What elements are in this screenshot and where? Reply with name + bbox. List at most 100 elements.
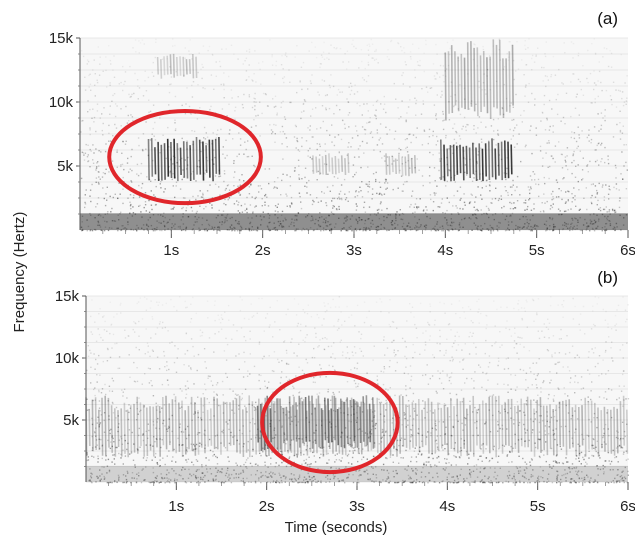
noise-speck	[329, 230, 331, 232]
noise-speck	[93, 59, 95, 61]
noise-speck	[283, 81, 285, 84]
noise-speck	[136, 478, 138, 480]
call-streak	[176, 56, 179, 77]
noise-speck	[210, 74, 213, 76]
noise-speck	[184, 57, 186, 59]
noise-speck	[491, 345, 493, 347]
noise-speck	[481, 187, 483, 189]
noise-speck	[325, 481, 327, 483]
noise-speck	[353, 156, 356, 158]
noise-speck	[339, 190, 342, 193]
noise-speck	[109, 113, 111, 115]
noise-speck	[249, 462, 252, 465]
noise-speck	[446, 443, 448, 445]
noise-speck	[421, 453, 423, 455]
noise-speck	[314, 46, 316, 48]
noise-speck	[590, 197, 592, 199]
noise-speck	[136, 473, 138, 475]
noise-speck	[460, 389, 463, 391]
noise-speck	[375, 171, 377, 174]
noise-speck	[439, 64, 442, 67]
noise-speck	[86, 409, 89, 411]
noise-speck	[543, 480, 545, 483]
noise-speck	[217, 469, 219, 472]
noise-speck	[187, 387, 189, 389]
noise-speck	[518, 133, 520, 135]
noise-speck	[250, 474, 252, 476]
noise-speck	[333, 47, 335, 49]
noise-speck	[138, 320, 140, 323]
noise-speck	[275, 60, 278, 63]
noise-speck	[491, 202, 493, 204]
noise-speck	[242, 477, 244, 480]
noise-speck	[430, 432, 432, 434]
noise-speck	[152, 420, 154, 423]
noise-speck	[111, 160, 114, 162]
noise-speck	[510, 138, 512, 140]
noise-speck	[363, 128, 366, 131]
noise-speck	[578, 477, 581, 480]
noise-speck	[178, 165, 181, 168]
noise-speck	[438, 461, 440, 463]
noise-speck	[143, 405, 145, 407]
noise-speck	[511, 119, 513, 121]
noise-speck	[370, 429, 373, 431]
noise-speck	[477, 154, 479, 156]
noise-speck	[524, 95, 526, 97]
noise-speck	[577, 381, 579, 384]
noise-speck	[312, 476, 315, 478]
noise-speck	[171, 178, 173, 181]
noise-speck	[401, 190, 403, 192]
noise-speck	[158, 301, 160, 303]
noise-speck	[319, 172, 322, 174]
noise-speck	[473, 125, 475, 127]
noise-speck	[591, 381, 593, 383]
noise-speck	[622, 104, 625, 107]
noise-speck	[155, 185, 157, 188]
noise-speck	[451, 146, 453, 148]
noise-speck	[297, 421, 299, 423]
noise-speck	[512, 135, 514, 137]
noise-speck	[265, 471, 267, 473]
noise-speck	[387, 476, 389, 478]
noise-speck	[348, 61, 350, 63]
noise-speck	[427, 431, 429, 433]
noise-speck	[429, 305, 432, 307]
noise-speck	[267, 466, 269, 468]
noise-speck	[240, 204, 243, 207]
noise-speck	[361, 114, 363, 116]
noise-speck	[361, 181, 363, 183]
noise-speck	[156, 421, 158, 423]
noise-speck	[347, 101, 349, 103]
noise-speck	[111, 207, 113, 210]
noise-speck	[616, 474, 618, 476]
noise-speck	[554, 409, 557, 411]
noise-speck	[303, 110, 305, 112]
noise-speck	[263, 355, 265, 358]
noise-speck	[281, 125, 284, 128]
noise-speck	[160, 187, 162, 189]
noise-speck	[243, 443, 245, 445]
noise-speck	[580, 88, 582, 91]
noise-speck	[145, 309, 148, 311]
noise-speck	[446, 375, 448, 377]
noise-speck	[244, 482, 246, 484]
noise-speck	[162, 134, 164, 136]
noise-speck	[525, 84, 527, 86]
noise-speck	[309, 129, 311, 131]
noise-speck	[463, 87, 466, 90]
noise-speck	[445, 134, 447, 137]
noise-speck	[399, 209, 401, 211]
noise-speck	[208, 438, 211, 441]
noise-speck	[245, 466, 247, 468]
noise-speck	[215, 455, 217, 458]
noise-speck	[510, 102, 512, 104]
noise-speck	[575, 96, 578, 98]
noise-speck	[285, 476, 287, 478]
noise-speck	[548, 426, 550, 428]
noise-speck	[108, 418, 110, 421]
noise-speck	[507, 191, 509, 194]
noise-speck	[415, 473, 417, 475]
noise-speck	[202, 66, 204, 68]
noise-speck	[476, 420, 478, 423]
